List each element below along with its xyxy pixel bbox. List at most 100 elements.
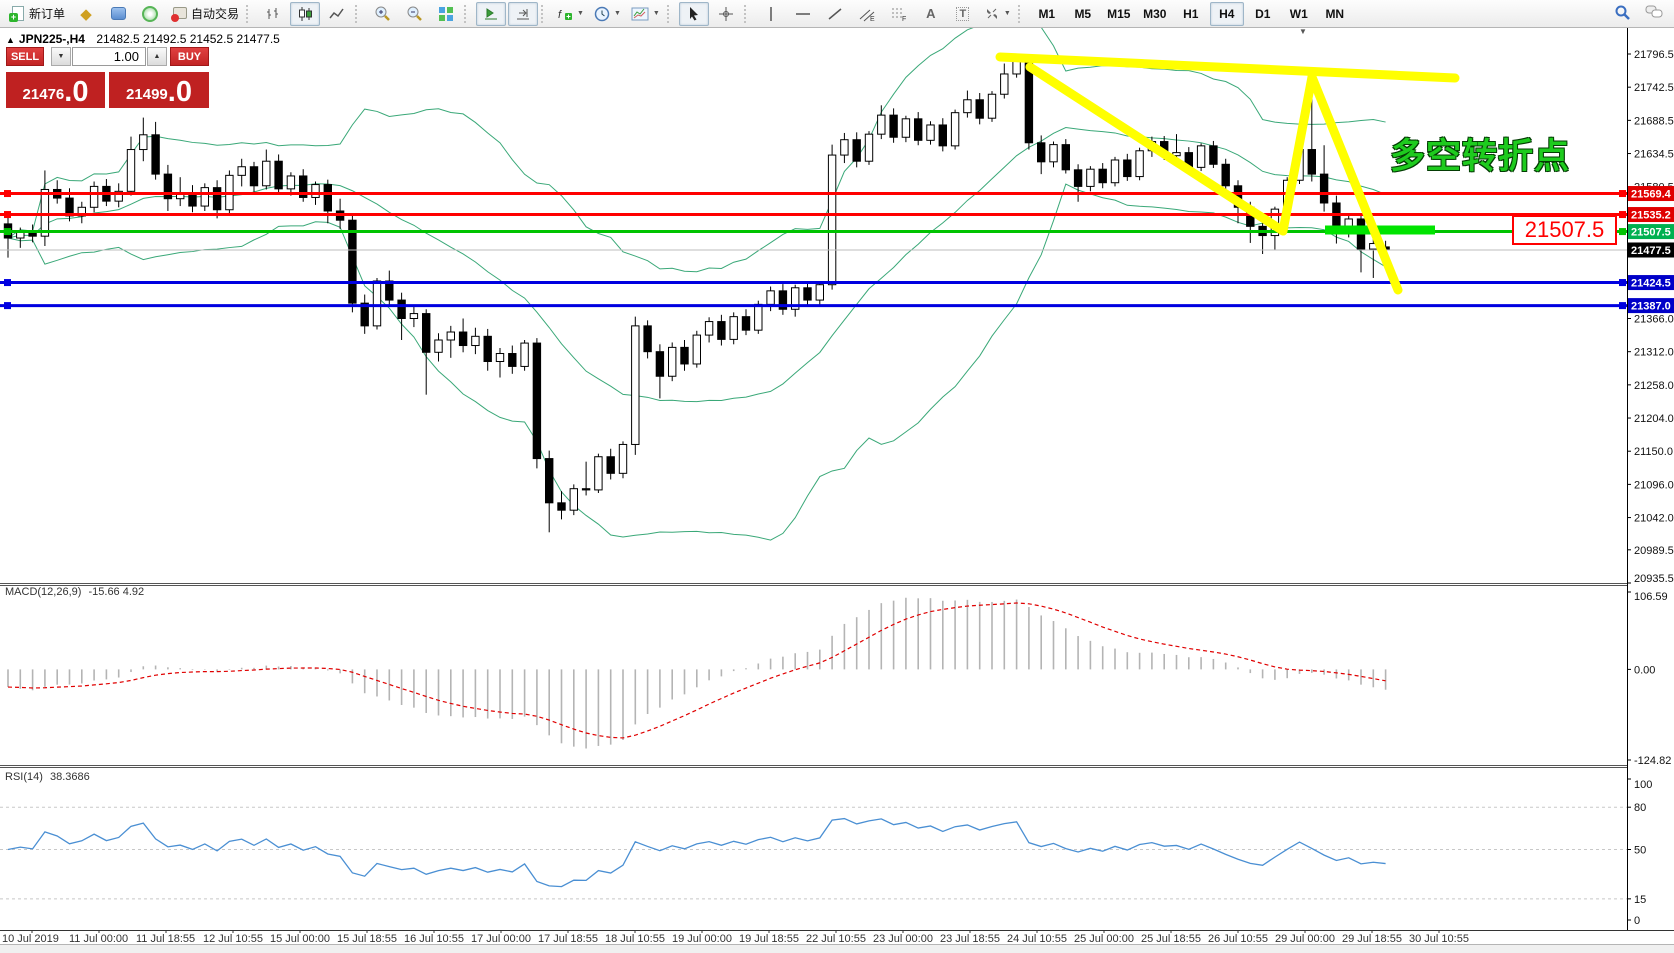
line-handle[interactable] <box>1619 302 1626 310</box>
timeframe-m15[interactable]: M15 <box>1102 2 1136 26</box>
line-handle[interactable] <box>4 190 11 198</box>
candle-body <box>274 160 283 190</box>
price-tick-label: 20989.5 <box>1634 545 1674 557</box>
profile-button[interactable] <box>103 2 133 26</box>
candle-body <box>840 139 849 156</box>
yellow-trendline-drawing[interactable] <box>1025 62 1288 236</box>
candle-body <box>1135 150 1144 178</box>
candle-body <box>1086 168 1095 187</box>
search-button[interactable] <box>1607 2 1637 26</box>
zoom-in-button[interactable] <box>367 2 397 26</box>
timeframe-h4[interactable]: H4 <box>1209 1 1244 26</box>
market-watch-button[interactable]: ◆ <box>71 2 101 26</box>
price-tick-label: 21204.0 <box>1634 413 1674 425</box>
zoom-in-icon <box>374 5 391 22</box>
candle-body <box>1061 144 1070 171</box>
equidistant-channel-button[interactable]: E <box>852 2 882 26</box>
dropdown-caret-icon[interactable]: ▼ <box>1003 10 1011 17</box>
auto-scroll-button[interactable] <box>476 1 507 26</box>
timeframe-w1[interactable]: W1 <box>1282 2 1316 26</box>
chart-shift-button[interactable] <box>508 1 539 26</box>
volume-input[interactable]: 1.00 <box>72 47 146 66</box>
line-handle[interactable] <box>4 228 11 236</box>
line-handle[interactable] <box>4 211 11 219</box>
price-flag-label[interactable]: 21507.5 <box>1512 215 1617 245</box>
line-handle[interactable] <box>4 279 11 287</box>
arrows-button[interactable]: ▼ <box>980 2 1015 26</box>
chart-canvas[interactable]: 21796.521742.521688.521634.521580.521366… <box>0 28 1674 953</box>
trendline-icon <box>827 6 843 22</box>
candle-body <box>655 351 665 377</box>
timeframe-mn[interactable]: MN <box>1318 2 1352 26</box>
candle-body <box>16 231 25 239</box>
crosshair-button[interactable] <box>711 2 741 26</box>
horizontal-line-button[interactable] <box>788 2 818 26</box>
candlestick-chart-button[interactable] <box>290 1 321 26</box>
candle-body <box>717 321 726 340</box>
dropdown-caret-icon[interactable]: ▼ <box>613 10 621 17</box>
cursor-button[interactable] <box>678 1 709 26</box>
candle-body <box>495 353 505 363</box>
timeframe-h1[interactable]: H1 <box>1174 2 1208 26</box>
indicators-button[interactable]: f ▼ <box>553 2 588 26</box>
volume-decrease-button[interactable]: ▼ <box>51 47 71 66</box>
svg-text:E: E <box>870 16 875 22</box>
symbol-dropdown-icon[interactable]: ▲ <box>6 35 15 45</box>
sell-button[interactable]: SELL <box>6 47 44 66</box>
buy-price-display[interactable]: 21499.0 <box>109 72 209 108</box>
macd-axis-label: 106.59 <box>1634 591 1668 603</box>
timeframe-d1[interactable]: D1 <box>1246 2 1280 26</box>
bar-chart-button[interactable] <box>258 2 288 26</box>
line-handle[interactable] <box>4 302 11 310</box>
rsi-pane <box>0 806 1627 900</box>
highlight-bar-drawing[interactable] <box>1325 225 1435 235</box>
candle-body <box>385 280 394 301</box>
periods-button[interactable]: ▼ <box>590 2 625 26</box>
autotrading-button[interactable]: 自动交易 <box>167 2 243 26</box>
line-chart-button[interactable] <box>322 2 352 26</box>
new-order-button-label: 新订单 <box>29 7 66 21</box>
volume-increase-button[interactable]: ▲ <box>147 47 167 66</box>
signals-button[interactable] <box>135 2 165 26</box>
dropdown-caret-icon[interactable]: ▼ <box>577 10 584 17</box>
dropdown-caret-icon[interactable]: ▼ <box>652 10 660 17</box>
chart-annotation-text[interactable]: 多空转折点 <box>1390 137 1571 176</box>
buy-button[interactable]: BUY <box>170 47 209 66</box>
yellow-trendline-drawing[interactable] <box>995 52 1460 83</box>
chat-icon <box>1645 4 1663 23</box>
current-price-badge-bg <box>1628 242 1674 258</box>
macd-axis-label: 0.00 <box>1634 664 1655 676</box>
timeframe-m5[interactable]: M5 <box>1066 2 1100 26</box>
timeframe-m30[interactable]: M30 <box>1138 2 1172 26</box>
chat-button[interactable] <box>1639 2 1669 26</box>
candle-body <box>311 184 320 198</box>
fibonacci-button[interactable]: F <box>884 2 914 26</box>
yellow-trendline-drawing[interactable] <box>1307 72 1403 295</box>
line-handle[interactable] <box>1619 228 1626 236</box>
time-axis-label: 11 Jul 00:00 <box>69 933 128 945</box>
candle-body <box>864 133 874 162</box>
price-tick-label: 21096.0 <box>1634 479 1674 491</box>
candle-body <box>938 124 947 147</box>
zoom-out-button[interactable] <box>399 2 429 26</box>
timeframe-m1[interactable]: M1 <box>1030 2 1064 26</box>
toolbar-separator <box>541 4 547 23</box>
vertical-line-button[interactable] <box>756 2 786 26</box>
price-axis-column <box>1628 28 1674 930</box>
yellow-trendline-drawing[interactable] <box>1278 72 1317 236</box>
text-label-button[interactable]: T <box>948 2 978 26</box>
symbol-period-label: JPN225-,H4 <box>18 32 85 46</box>
sell-price-display[interactable]: 21476.0 <box>6 72 105 108</box>
new-order-button[interactable]: + 新订单 <box>5 2 69 26</box>
trendline-button[interactable] <box>820 2 850 26</box>
line-handle[interactable] <box>1619 279 1626 287</box>
scroll-to-end-icon[interactable]: ▼ <box>1299 27 1307 36</box>
tile-windows-button[interactable] <box>431 2 461 26</box>
candle-body <box>1307 149 1316 175</box>
line-handle[interactable] <box>1619 190 1626 198</box>
text-button[interactable]: A <box>916 2 946 26</box>
price-tick-label: 20935.5 <box>1634 573 1674 585</box>
price-tick-label: 21796.5 <box>1634 49 1674 61</box>
templates-button[interactable]: ▼ <box>627 2 664 26</box>
line-handle[interactable] <box>1619 211 1626 219</box>
